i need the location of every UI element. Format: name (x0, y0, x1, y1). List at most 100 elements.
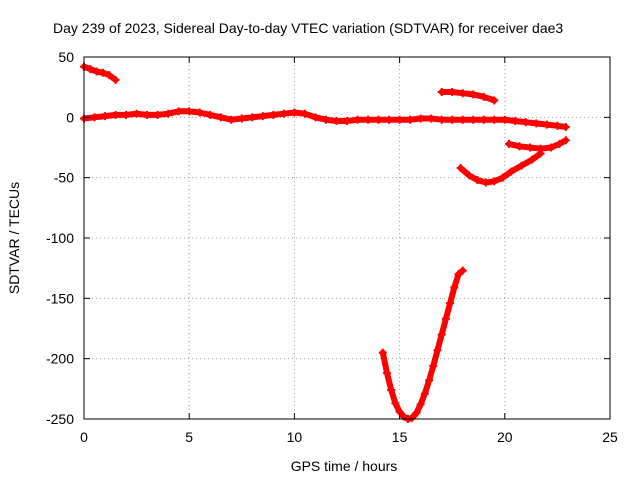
data-point (433, 346, 442, 355)
data-point (507, 167, 516, 176)
data-point (416, 114, 425, 123)
data-point (416, 400, 425, 409)
x-tick-label: 10 (287, 429, 303, 445)
data-point (143, 110, 152, 119)
data-point (469, 115, 478, 124)
y-tick-label: -150 (46, 290, 74, 306)
data-point (237, 114, 246, 123)
data-point (448, 115, 457, 124)
data-point (206, 110, 215, 119)
data-point (479, 92, 488, 101)
data-point (153, 110, 162, 119)
data-point (515, 142, 524, 151)
data-point (353, 115, 362, 124)
data-point (498, 173, 507, 182)
y-tick-label: 0 (66, 109, 74, 125)
data-point (412, 408, 421, 417)
data-point (448, 87, 457, 96)
y-tick-label: -200 (46, 351, 74, 367)
data-point (465, 171, 474, 180)
data-point (473, 176, 482, 185)
data-point (290, 108, 299, 117)
data-point (420, 389, 429, 398)
data-point (490, 177, 499, 186)
data-point (425, 376, 434, 385)
series-late-arc-upper (437, 87, 499, 105)
y-axis-label: SDTVAR / TECUs (6, 182, 22, 294)
data-point (542, 120, 551, 129)
data-point (437, 115, 446, 124)
x-tick-label: 15 (392, 429, 408, 445)
y-tick-label: 50 (58, 49, 74, 65)
data-point (105, 71, 114, 80)
data-point (92, 67, 101, 76)
x-tick-label: 25 (602, 429, 618, 445)
data-point (300, 109, 309, 118)
data-point (164, 109, 173, 118)
data-point (321, 115, 330, 124)
data-point (536, 144, 545, 153)
data-point (532, 119, 541, 128)
data-point (458, 89, 467, 98)
x-tick-label: 0 (80, 429, 88, 445)
data-point (427, 114, 436, 123)
series-deep-arc (378, 266, 467, 423)
data-point (122, 110, 131, 119)
data-point (528, 155, 537, 164)
data-point (227, 115, 236, 124)
series-main-arc (80, 107, 570, 131)
data-point (553, 121, 562, 130)
data-point (479, 115, 488, 124)
data-point (441, 314, 450, 323)
data-point (385, 115, 394, 124)
data-point (446, 299, 455, 308)
y-tick-label: -50 (54, 170, 74, 186)
data-point (391, 399, 400, 408)
data-point (406, 115, 415, 124)
data-point (458, 266, 467, 275)
data-point (437, 87, 446, 96)
x-tick-label: 20 (497, 429, 513, 445)
y-tick-label: -250 (46, 411, 74, 427)
data-point (332, 116, 341, 125)
data-point (279, 109, 288, 118)
data-point (408, 413, 417, 422)
data-point (111, 75, 120, 84)
data-point (216, 113, 225, 122)
data-point (490, 96, 499, 105)
data-point (437, 330, 446, 339)
data-point (490, 115, 499, 124)
series-late-arc-tail (505, 136, 570, 153)
data-point (174, 107, 183, 116)
series-line-deep-arc (379, 267, 466, 422)
data-point (382, 369, 391, 378)
data-point (469, 90, 478, 99)
data-point (311, 113, 320, 122)
chart-title: Day 239 of 2023, Sidereal Day-to-day VTE… (53, 20, 563, 36)
data-point (526, 143, 535, 152)
data-point (86, 65, 95, 74)
data-point (185, 107, 194, 116)
data-point (454, 270, 463, 279)
data-point (505, 139, 514, 148)
data-point (517, 161, 526, 170)
data-point (456, 164, 465, 173)
series-late-arc-dip (456, 149, 545, 187)
data-point (343, 116, 351, 125)
data-point (561, 122, 570, 131)
data-point (269, 110, 278, 119)
data-point (511, 116, 520, 125)
y-tick-label: -100 (46, 230, 74, 246)
series-layer (80, 62, 570, 423)
data-point (458, 115, 467, 124)
data-point (450, 283, 459, 292)
data-point (248, 113, 257, 122)
series-early-arc (80, 62, 120, 84)
data-point (90, 113, 99, 122)
data-point (374, 115, 383, 124)
x-axis-label: GPS time / hours (291, 458, 398, 474)
data-point (555, 139, 564, 148)
data-point (561, 136, 570, 145)
data-point (387, 386, 396, 395)
data-point (111, 110, 120, 119)
